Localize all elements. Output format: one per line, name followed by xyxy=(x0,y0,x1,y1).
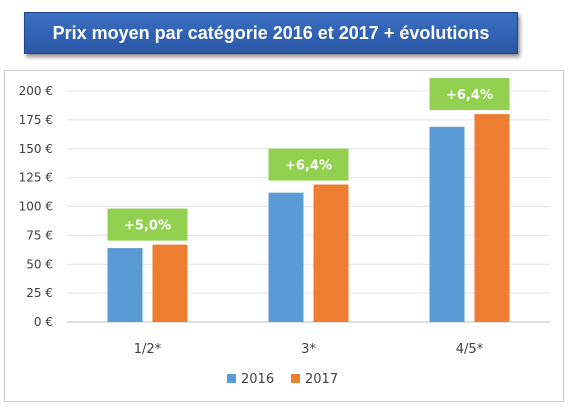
bar-2017-3 xyxy=(474,114,510,322)
evolution-badge xyxy=(107,208,188,241)
bar-2017-2 xyxy=(313,184,349,322)
y-tick-label: 125 € xyxy=(19,171,53,185)
y-tick-label: 150 € xyxy=(19,142,53,156)
evolution-badge xyxy=(429,78,510,111)
y-tick-label: 25 € xyxy=(26,286,53,300)
bar-2016-3 xyxy=(429,126,465,323)
legend-swatch-2016 xyxy=(227,374,236,383)
bar-2017-1 xyxy=(152,244,188,322)
evolution-badge xyxy=(268,148,349,181)
chart-title-banner: Prix moyen par catégorie 2016 et 2017 + … xyxy=(24,12,518,54)
legend-label-2017: 2017 xyxy=(305,372,338,387)
x-tick-label: 4/5* xyxy=(456,342,484,357)
bar-2016-2 xyxy=(268,192,304,322)
evolution-label: +5,0% xyxy=(124,219,171,234)
legend-label-2016: 2016 xyxy=(241,372,274,387)
chart-frame: 0 € 25 € 50 € 75 € 100 € 125 € 150 € 175 € 200 €… xyxy=(4,70,564,402)
evolution-label: +6,4% xyxy=(446,88,493,103)
chart-title: Prix moyen par catégorie 2016 et 2017 + … xyxy=(52,22,490,43)
bar-2016-1 xyxy=(107,248,143,322)
bar-chart: 0 € 25 € 50 € 75 € 100 € 125 € 150 € 175 € 200 €… xyxy=(19,78,550,387)
legend-swatch-2017 xyxy=(291,374,300,383)
x-tick-label: 1/2* xyxy=(134,342,162,357)
evolution-label: +6,4% xyxy=(285,159,332,174)
y-tick-label: 100 € xyxy=(19,200,53,214)
y-tick-label: 200 € xyxy=(19,84,53,98)
y-tick-label: 50 € xyxy=(26,257,53,271)
y-tick-label: 0 € xyxy=(34,315,53,329)
x-tick-label: 3* xyxy=(301,342,316,357)
y-tick-label: 175 € xyxy=(19,113,53,127)
y-tick-label: 75 € xyxy=(26,228,53,242)
